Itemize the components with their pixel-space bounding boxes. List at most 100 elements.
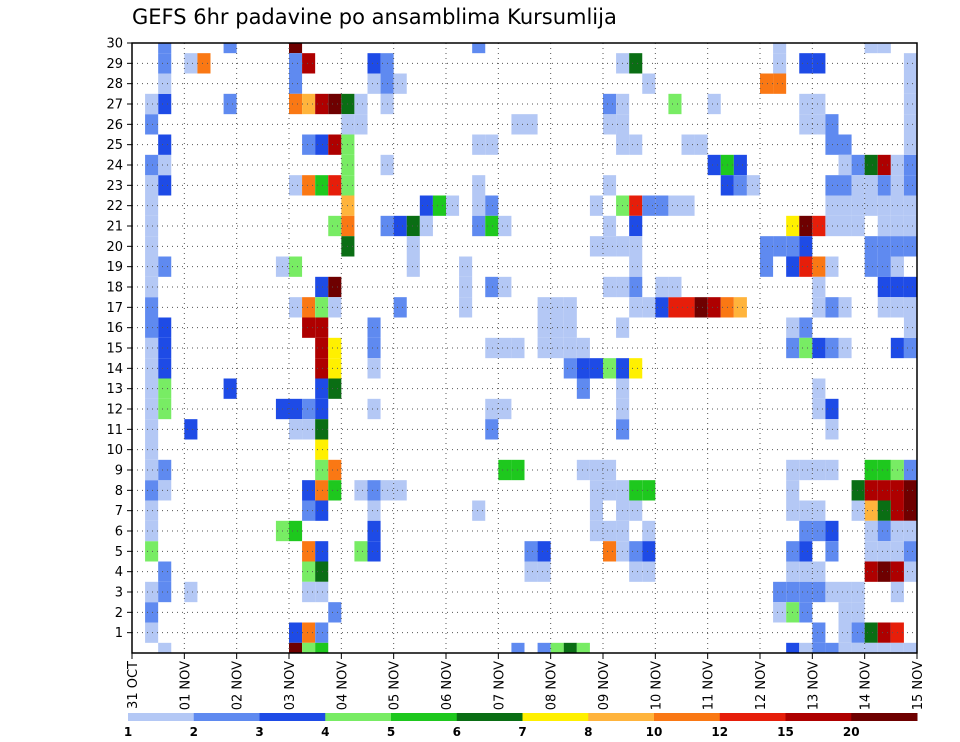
cell-4_3	[184, 581, 198, 603]
cell-51_6	[799, 520, 813, 542]
cell-31_4	[537, 561, 551, 582]
cell-40_18	[655, 276, 669, 298]
cell-12_12	[289, 398, 303, 420]
cell-2_29	[158, 53, 172, 74]
cell-33_16	[563, 317, 577, 338]
cell-39_22	[642, 195, 656, 216]
cell-39_8	[642, 480, 656, 501]
cell-14_23	[315, 175, 329, 196]
cell-34_0	[576, 642, 590, 653]
x-tick-label-12: 12 NOV	[754, 661, 769, 710]
x-axis: 31 OCT 01 NOV 02 NOV 03 NOV 04 NOV 05 NOV 06 N…	[126, 653, 926, 710]
cell-33_17	[563, 297, 577, 318]
cell-35_6	[589, 520, 603, 542]
cell-21_19	[406, 256, 420, 277]
y-tick-label-28: 28	[106, 77, 123, 92]
x-tick-label-2: 02 NOV	[231, 661, 246, 710]
cell-13_7	[302, 500, 316, 521]
cell-53_6	[825, 520, 839, 542]
cell-18_16	[367, 317, 381, 338]
cell-57_4	[877, 561, 891, 582]
cell-52_13	[812, 378, 826, 399]
cell-52_15	[812, 337, 826, 359]
cell-52_18	[812, 276, 826, 298]
cell-35_20	[589, 236, 603, 257]
y-tick-label-24: 24	[106, 159, 123, 174]
cell-25_18	[459, 276, 473, 298]
cell-14_10	[315, 439, 329, 460]
cell-28_15	[498, 337, 512, 359]
x-tick-label-11: 11 NOV	[702, 661, 717, 710]
cell-59_25	[903, 134, 917, 155]
cell-13_11	[302, 419, 316, 440]
cell-57_0	[877, 642, 891, 653]
cell-1_27	[145, 93, 159, 115]
cell-31_0	[537, 642, 551, 653]
colorbar-swatch-3	[259, 713, 326, 721]
x-tick-label-3: 03 NOV	[283, 661, 298, 710]
cell-52_19	[812, 256, 826, 277]
cell-13_4	[302, 561, 316, 582]
cell-33_15	[563, 337, 577, 359]
y-tick-label-30: 30	[106, 37, 123, 52]
cell-39_28	[642, 73, 656, 94]
cell-55_21	[851, 215, 865, 237]
cell-51_5	[799, 541, 813, 562]
cell-52_3	[812, 581, 826, 603]
cell-2_30	[158, 43, 172, 54]
cell-7_27	[223, 93, 237, 115]
cell-57_30	[877, 43, 891, 54]
cell-31_16	[537, 317, 551, 338]
cell-51_7	[799, 500, 813, 521]
cell-14_16	[315, 317, 329, 338]
cell-53_3	[825, 581, 839, 603]
cell-12_29	[289, 53, 303, 74]
cell-1_9	[145, 459, 159, 481]
cell-56_0	[864, 642, 878, 653]
cell-25_19	[459, 256, 473, 277]
y-tick-label-12: 12	[106, 403, 123, 418]
cell-12_23	[289, 175, 303, 196]
cell-56_30	[864, 43, 878, 54]
colorbar-label-10: 10	[646, 725, 663, 739]
cell-51_9	[799, 459, 813, 481]
cell-51_29	[799, 53, 813, 74]
grid-layer	[132, 43, 917, 653]
cell-12_19	[289, 256, 303, 277]
cell-28_9	[498, 459, 512, 481]
colorbar-swatch-5	[391, 713, 458, 721]
colorbar-label-2: 2	[190, 725, 198, 739]
cell-57_20	[877, 236, 891, 257]
cell-27_25	[485, 134, 499, 155]
cell-15_13	[328, 378, 342, 399]
cell-15_25	[328, 134, 342, 155]
cell-53_25	[825, 134, 839, 155]
cell-7_13	[223, 378, 237, 399]
cell-18_8	[367, 480, 381, 501]
colorbar-label-3: 3	[255, 725, 263, 739]
cell-52_0	[812, 642, 826, 653]
cell-43_17	[694, 297, 708, 318]
cell-1_13	[145, 378, 159, 399]
cell-14_5	[315, 541, 329, 562]
cell-36_6	[603, 520, 617, 542]
cell-53_12	[825, 398, 839, 420]
cell-34_9	[576, 459, 590, 481]
cell-57_1	[877, 622, 891, 643]
cell-48_19	[760, 256, 774, 277]
cell-49_2	[773, 602, 787, 623]
y-tick-label-25: 25	[106, 138, 123, 153]
cell-2_13	[158, 378, 172, 399]
cell-15_21	[328, 215, 342, 237]
cell-53_26	[825, 114, 839, 135]
cell-2_12	[158, 398, 172, 420]
cell-18_6	[367, 520, 381, 542]
cell-35_22	[589, 195, 603, 216]
cell-55_3	[851, 581, 865, 603]
cell-18_12	[367, 398, 381, 420]
cell-20_8	[393, 480, 407, 501]
cell-36_27	[603, 93, 617, 115]
cell-51_20	[799, 236, 813, 257]
cell-51_2	[799, 602, 813, 623]
cell-2_4	[158, 561, 172, 582]
